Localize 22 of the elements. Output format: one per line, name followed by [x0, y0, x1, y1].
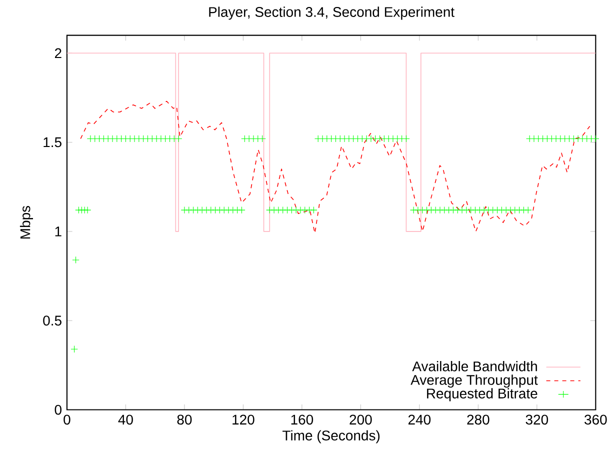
legend-label: Requested Bitrate	[427, 388, 538, 402]
y-tick-label: 0.5	[43, 316, 62, 326]
x-tick-label: 120	[232, 414, 254, 425]
y-tick-label: 2	[54, 48, 62, 58]
line-series	[80, 101, 590, 234]
y-tick-label: 1.5	[44, 138, 62, 148]
x-tick-label: 280	[467, 414, 490, 425]
x-tick-label: 160	[291, 414, 314, 425]
legend-label: Available Bandwidth	[412, 361, 537, 372]
x-tick-label: 240	[408, 414, 431, 425]
x-tick-label: 360	[584, 414, 607, 425]
x-tick-label: 80	[177, 414, 192, 425]
y-axis-title: Mbps	[20, 206, 33, 239]
x-tick-label: 40	[118, 414, 133, 425]
legend-label: Average Throughput	[410, 374, 538, 388]
y-tick-label: 0	[54, 404, 62, 415]
x-tick-label: 0	[64, 414, 70, 425]
y-tick-label: 1	[55, 226, 62, 236]
x-tick-label: 200	[350, 414, 372, 425]
x-tick-label: 320	[526, 414, 548, 425]
x-axis-title: Time (Seconds)	[282, 430, 380, 444]
chart-title: Player, Section 3.4, Second Experiment	[209, 6, 454, 20]
